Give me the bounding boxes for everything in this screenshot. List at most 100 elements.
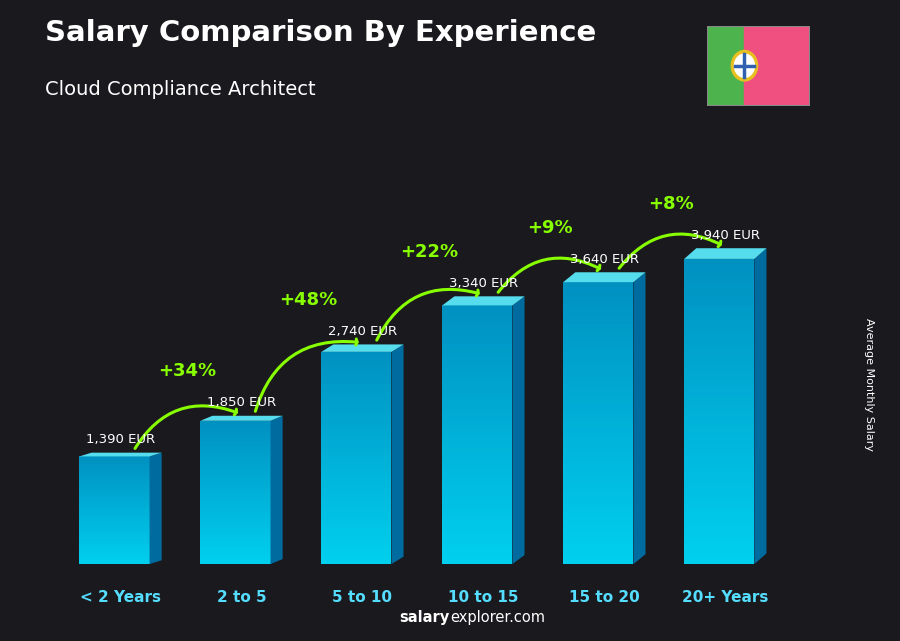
Bar: [79, 535, 149, 537]
Bar: [684, 325, 754, 330]
Bar: [442, 490, 512, 495]
Bar: [684, 508, 754, 513]
Polygon shape: [201, 416, 283, 420]
Bar: [563, 428, 634, 433]
Bar: [442, 508, 512, 512]
Bar: [201, 470, 271, 473]
Bar: [201, 428, 271, 430]
Bar: [201, 466, 271, 469]
Bar: [79, 501, 149, 503]
Bar: [79, 528, 149, 530]
Bar: [684, 279, 754, 285]
Bar: [321, 490, 392, 494]
Bar: [442, 318, 512, 322]
Bar: [563, 343, 634, 348]
Bar: [201, 531, 271, 533]
Bar: [442, 426, 512, 430]
Bar: [684, 284, 754, 290]
Text: 3,940 EUR: 3,940 EUR: [691, 229, 760, 242]
Bar: [201, 437, 271, 440]
Bar: [442, 542, 512, 547]
Bar: [442, 404, 512, 409]
Bar: [321, 525, 392, 529]
Bar: [684, 549, 754, 554]
Bar: [321, 514, 392, 518]
Bar: [684, 503, 754, 508]
Bar: [684, 263, 754, 269]
Circle shape: [732, 51, 758, 81]
Bar: [201, 521, 271, 524]
Bar: [442, 512, 512, 517]
Bar: [79, 553, 149, 555]
Bar: [684, 376, 754, 381]
Bar: [201, 523, 271, 526]
Bar: [201, 526, 271, 528]
Bar: [201, 444, 271, 447]
Bar: [684, 533, 754, 538]
Bar: [79, 510, 149, 512]
Polygon shape: [149, 453, 162, 564]
Bar: [563, 305, 634, 310]
Bar: [321, 376, 392, 380]
Bar: [442, 534, 512, 538]
Bar: [79, 558, 149, 560]
Bar: [201, 447, 271, 449]
Bar: [563, 376, 634, 381]
Bar: [321, 383, 392, 387]
Bar: [684, 335, 754, 340]
Bar: [321, 426, 392, 429]
Bar: [201, 426, 271, 428]
Bar: [321, 359, 392, 362]
Bar: [563, 390, 634, 395]
Bar: [563, 362, 634, 367]
Bar: [201, 554, 271, 557]
Polygon shape: [79, 453, 162, 456]
Bar: [442, 392, 512, 396]
Bar: [442, 422, 512, 426]
Bar: [684, 330, 754, 335]
Bar: [563, 517, 634, 522]
Bar: [79, 462, 149, 463]
Bar: [442, 435, 512, 439]
Bar: [442, 452, 512, 456]
Bar: [563, 329, 634, 334]
Bar: [321, 454, 392, 458]
Bar: [442, 370, 512, 374]
Bar: [442, 348, 512, 353]
Bar: [321, 458, 392, 462]
Text: 3,340 EUR: 3,340 EUR: [449, 277, 518, 290]
Bar: [321, 419, 392, 422]
Bar: [79, 555, 149, 557]
Bar: [321, 352, 392, 355]
Bar: [79, 526, 149, 528]
Bar: [79, 488, 149, 490]
Bar: [79, 512, 149, 514]
Bar: [321, 483, 392, 487]
Bar: [684, 513, 754, 519]
Bar: [201, 506, 271, 509]
Text: < 2 Years: < 2 Years: [80, 590, 161, 605]
Bar: [684, 462, 754, 467]
Text: +48%: +48%: [279, 291, 338, 309]
Bar: [563, 465, 634, 470]
Bar: [684, 355, 754, 361]
Bar: [442, 473, 512, 478]
Bar: [201, 440, 271, 442]
Bar: [563, 550, 634, 554]
Bar: [684, 289, 754, 294]
Bar: [442, 503, 512, 508]
Bar: [79, 548, 149, 550]
Bar: [321, 557, 392, 560]
Bar: [321, 444, 392, 447]
Bar: [563, 287, 634, 292]
Bar: [563, 526, 634, 531]
Bar: [563, 446, 634, 451]
Bar: [201, 435, 271, 438]
Bar: [201, 483, 271, 485]
Bar: [563, 385, 634, 390]
Bar: [684, 365, 754, 370]
Bar: [201, 552, 271, 554]
Bar: [321, 401, 392, 405]
Text: 20+ Years: 20+ Years: [682, 590, 769, 605]
Polygon shape: [754, 248, 767, 564]
